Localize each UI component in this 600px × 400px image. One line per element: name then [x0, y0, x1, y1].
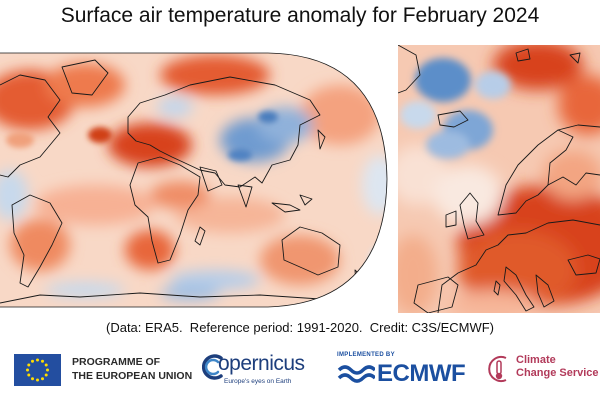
- eu-flag-icon: [14, 354, 61, 386]
- europe-map-svg: [398, 45, 600, 313]
- global-map-svg: [0, 52, 388, 308]
- copernicus-c-icon: [202, 354, 223, 380]
- ecmwf-wordmark: ECMWF: [377, 360, 466, 387]
- ecmwf-logo: IMPLEMENTED BY ECMWF: [337, 350, 466, 392]
- ecmwf-implemented-by: IMPLEMENTED BY: [337, 352, 395, 358]
- eu-programme-line2: THE EUROPEAN UNION: [72, 370, 193, 382]
- eu-programme-label: PROGRAMME OF THE EUROPEAN UNION: [72, 355, 202, 383]
- copernicus-logo: opernicus Europe's eyes on Earth: [202, 350, 322, 390]
- logo-bar: PROGRAMME OF THE EUROPEAN UNION opernicu…: [0, 346, 600, 400]
- copernicus-tagline: Europe's eyes on Earth: [224, 378, 292, 385]
- global-anomaly-map: [0, 45, 392, 313]
- c3s-line2: Change Service: [516, 367, 599, 379]
- c3s-label: Climate Change Service: [516, 354, 599, 380]
- thermometer-icon: [488, 356, 507, 382]
- c3s-logo: Climate Change Service: [486, 352, 600, 392]
- eu-programme-line1: PROGRAMME OF: [72, 356, 161, 368]
- c3s-line1: Climate: [516, 354, 556, 366]
- europe-anomaly-map: [398, 45, 600, 313]
- ecmwf-wave-icon: [337, 365, 375, 383]
- map-title: Surface air temperature anomaly for Febr…: [60, 4, 540, 27]
- copernicus-wordmark: opernicus: [218, 352, 305, 375]
- credit-caption: (Data: ERA5. Reference period: 1991-2020…: [106, 320, 494, 335]
